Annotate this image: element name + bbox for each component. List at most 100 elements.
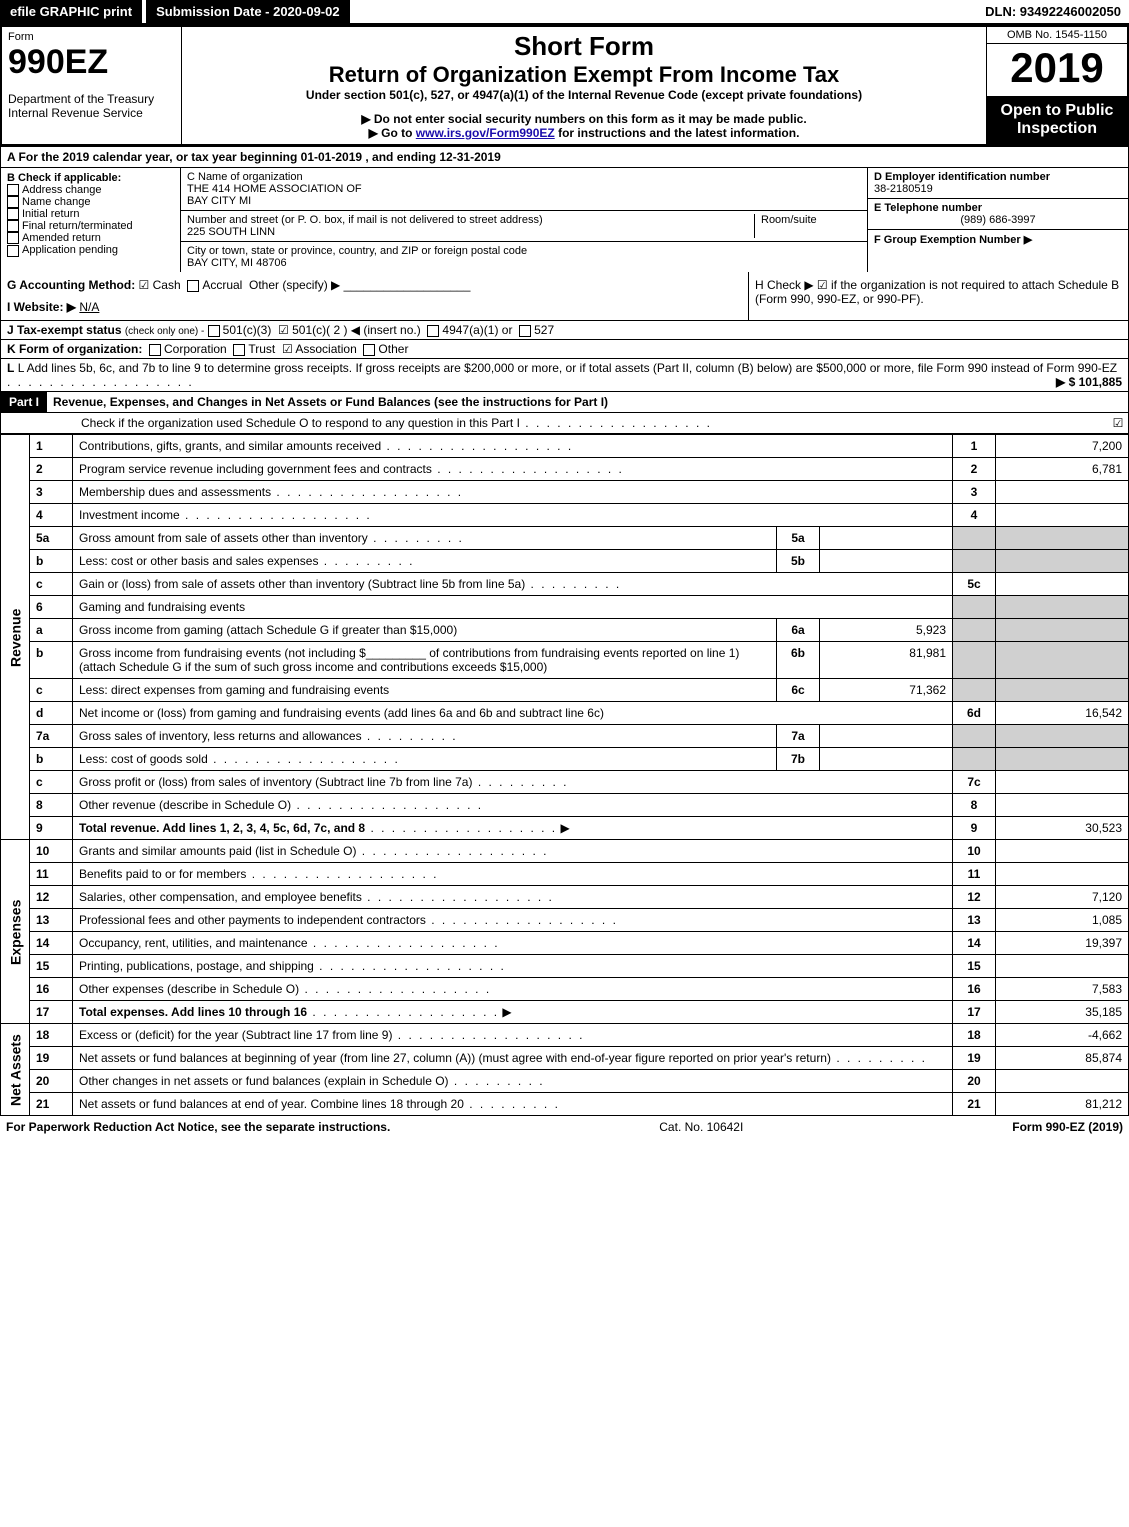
line-21-desc: Net assets or fund balances at end of ye… xyxy=(79,1097,464,1111)
footer: For Paperwork Reduction Act Notice, see … xyxy=(0,1116,1129,1138)
section-g: G Accounting Method: ☑ Cash Accrual Othe… xyxy=(1,272,748,320)
line-19-no: 19 xyxy=(953,1047,996,1070)
line-20-desc: Other changes in net assets or fund bala… xyxy=(79,1074,449,1088)
top-bar: efile GRAPHIC print Submission Date - 20… xyxy=(0,0,1129,25)
line-12-no: 12 xyxy=(953,886,996,909)
line-6c-bval: 71,362 xyxy=(820,679,953,702)
form-header: Form 990EZ Department of the Treasury In… xyxy=(0,25,1129,146)
line-7a-desc: Gross sales of inventory, less returns a… xyxy=(79,729,362,743)
line-5b-box: 5b xyxy=(777,550,820,573)
line-9-desc: Total revenue. Add lines 1, 2, 3, 4, 5c,… xyxy=(79,821,365,835)
gh-row: G Accounting Method: ☑ Cash Accrual Othe… xyxy=(0,272,1129,321)
line-18-desc: Excess or (deficit) for the year (Subtra… xyxy=(79,1028,392,1042)
line-3-desc: Membership dues and assessments xyxy=(79,485,271,499)
org-street: 225 SOUTH LINN xyxy=(187,226,754,238)
line-16-val: 7,583 xyxy=(996,978,1129,1001)
line-5b-bval xyxy=(820,550,953,573)
c-street-label: Number and street (or P. O. box, if mail… xyxy=(187,214,754,226)
c-name-label: C Name of organization xyxy=(187,171,861,183)
section-c: C Name of organization THE 414 HOME ASSO… xyxy=(181,168,868,272)
line-7b-desc: Less: cost of goods sold xyxy=(79,752,208,766)
line-15-val xyxy=(996,955,1129,978)
line-7a-box: 7a xyxy=(777,725,820,748)
line-3-val xyxy=(996,481,1129,504)
line-7c-val xyxy=(996,771,1129,794)
line-17-desc: Total expenses. Add lines 10 through 16 xyxy=(79,1005,307,1019)
cb-address-change[interactable]: Address change xyxy=(7,184,174,196)
c-city-label: City or town, state or province, country… xyxy=(187,245,861,257)
cb-accrual[interactable]: Accrual xyxy=(187,278,242,292)
section-j: J Tax-exempt status (check only one) - 5… xyxy=(0,321,1129,340)
ein: 38-2180519 xyxy=(874,183,1122,195)
line-4-no: 4 xyxy=(953,504,996,527)
cb-trust[interactable]: Trust xyxy=(233,342,275,356)
l-amount: ▶ $ 101,885 xyxy=(1056,375,1122,389)
line-16-desc: Other expenses (describe in Schedule O) xyxy=(79,982,299,996)
goto-post: for instructions and the latest informat… xyxy=(555,126,800,140)
cb-527[interactable]: 527 xyxy=(519,323,554,337)
line-21-no: 21 xyxy=(953,1093,996,1116)
line-7c-no: 7c xyxy=(953,771,996,794)
website: N/A xyxy=(79,300,99,314)
cb-amended[interactable]: Amended return xyxy=(7,232,174,244)
line-6a-desc: Gross income from gaming (attach Schedul… xyxy=(79,623,457,637)
line-14-desc: Occupancy, rent, utilities, and maintena… xyxy=(79,936,308,950)
line-1-val: 7,200 xyxy=(996,435,1129,458)
line-6b-desc1: Gross income from fundraising events (no… xyxy=(79,646,366,660)
cb-pending[interactable]: Application pending xyxy=(7,244,174,256)
line-11-val xyxy=(996,863,1129,886)
short-form: Short Form xyxy=(188,31,980,62)
entity-grid: B Check if applicable: Address change Na… xyxy=(0,168,1129,272)
cb-4947[interactable]: 4947(a)(1) or xyxy=(427,323,512,337)
line-15-desc: Printing, publications, postage, and shi… xyxy=(79,959,314,973)
line-18-no: 18 xyxy=(953,1024,996,1047)
cb-corp[interactable]: Corporation xyxy=(149,342,227,356)
line-13-no: 13 xyxy=(953,909,996,932)
line-1-no: 1 xyxy=(953,435,996,458)
cb-assoc[interactable]: ☑ Association xyxy=(282,342,357,356)
h-text: H Check ▶ ☑ if the organization is not r… xyxy=(755,278,1119,306)
section-d: D Employer identification number 38-2180… xyxy=(868,168,1128,272)
year-col: OMB No. 1545-1150 2019 Open to Public In… xyxy=(987,27,1127,144)
line-11-desc: Benefits paid to or for members xyxy=(79,867,246,881)
line-1-num: 1 xyxy=(30,435,73,458)
efile-button[interactable]: efile GRAPHIC print xyxy=(0,0,142,23)
form-id-col: Form 990EZ Department of the Treasury In… xyxy=(2,27,182,144)
line-7c-desc: Gross profit or (loss) from sales of inv… xyxy=(79,775,472,789)
irs-link[interactable]: www.irs.gov/Form990EZ xyxy=(416,126,555,140)
line-2-val: 6,781 xyxy=(996,458,1129,481)
line-6a-bval: 5,923 xyxy=(820,619,953,642)
section-l: L L Add lines 5b, 6c, and 7b to line 9 t… xyxy=(0,359,1129,392)
main-title: Return of Organization Exempt From Incom… xyxy=(188,62,980,88)
line-7b-bval xyxy=(820,748,953,771)
cb-cash[interactable]: ☑ Cash xyxy=(139,278,181,292)
line-8-desc: Other revenue (describe in Schedule O) xyxy=(79,798,291,812)
line-6d-val: 16,542 xyxy=(996,702,1129,725)
line-8-no: 8 xyxy=(953,794,996,817)
cb-initial[interactable]: Initial return xyxy=(7,208,174,220)
cb-501c[interactable]: ☑ 501(c)( 2 ) ◀ (insert no.) xyxy=(278,323,421,337)
line-18-val: -4,662 xyxy=(996,1024,1129,1047)
line-5c-val xyxy=(996,573,1129,596)
line-21-val: 81,212 xyxy=(996,1093,1129,1116)
line-7a-bval xyxy=(820,725,953,748)
line-4-desc: Investment income xyxy=(79,508,180,522)
section-k: K Form of organization: Corporation Trus… xyxy=(0,340,1129,359)
line-9-no: 9 xyxy=(953,817,996,840)
schedo-check[interactable]: ☑ xyxy=(1108,416,1128,430)
part1-schedo: Check if the organization used Schedule … xyxy=(0,413,1129,434)
cb-other[interactable]: Other xyxy=(363,342,408,356)
line-5b-desc: Less: cost or other basis and sales expe… xyxy=(79,554,318,568)
i-label: I Website: ▶ xyxy=(7,300,76,314)
line-6b-box: 6b xyxy=(777,642,820,679)
line-9-val: 30,523 xyxy=(996,817,1129,840)
cb-final[interactable]: Final return/terminated xyxy=(7,220,174,232)
telephone: (989) 686-3997 xyxy=(874,214,1122,226)
line-6-desc: Gaming and fundraising events xyxy=(73,596,953,619)
cb-name-change[interactable]: Name change xyxy=(7,196,174,208)
cb-501c3[interactable]: 501(c)(3) xyxy=(208,323,272,337)
line-6a-box: 6a xyxy=(777,619,820,642)
section-a: A For the 2019 calendar year, or tax yea… xyxy=(0,146,1129,168)
subtitle: Under section 501(c), 527, or 4947(a)(1)… xyxy=(188,88,980,102)
group-label: F Group Exemption Number ▶ xyxy=(874,233,1122,246)
